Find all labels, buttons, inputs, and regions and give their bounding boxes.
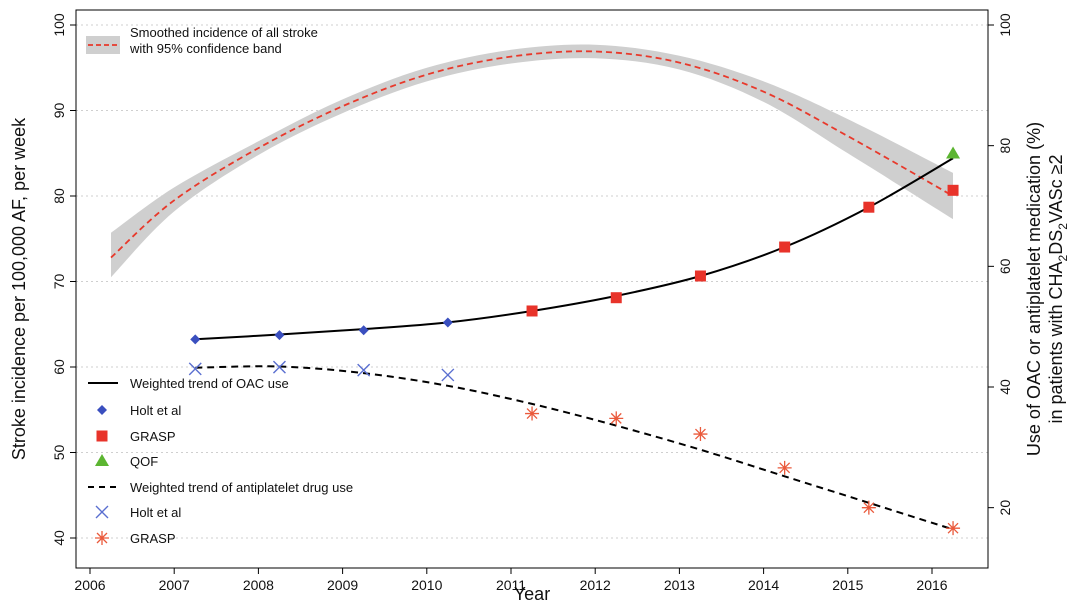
legend-label: GRASP [130, 429, 176, 444]
data-point-square [779, 241, 791, 253]
x-tick-label: 2010 [411, 577, 442, 593]
data-point-asterisk [525, 406, 540, 421]
y-tick-label-left: 100 [51, 13, 67, 37]
series-lines-layer [110, 50, 954, 531]
x-tick-label: 2009 [327, 577, 358, 593]
legend-label: Holt et al [130, 505, 181, 520]
x-tick-label: 2007 [159, 577, 190, 593]
y-tick-label-right: 60 [997, 258, 1013, 274]
smoothed-incidence-line [110, 50, 954, 259]
legend-label: Weighted trend of antiplatelet drug use [130, 480, 353, 495]
y-tick-label-right: 100 [997, 13, 1013, 37]
y-tick-label-left: 40 [51, 530, 67, 546]
data-point-square [610, 292, 622, 304]
y-tick-label-right: 40 [997, 379, 1013, 395]
data-point-asterisk [609, 411, 624, 426]
confidence-band-layer [111, 44, 953, 278]
data-point-diamond [442, 317, 453, 328]
series-markers-layer [188, 146, 961, 536]
x-tick-label: 2013 [664, 577, 695, 593]
y-axis-label-right-part: 2 [1056, 223, 1070, 230]
data-point-x [272, 360, 286, 374]
x-tick-label: 2012 [580, 577, 611, 593]
y-axis-label-right-part: VASc ≥2 [1046, 154, 1066, 223]
x-tick-label: 2006 [74, 577, 105, 593]
y-axis-label-left: Stroke incidence per 100,000 AF, per wee… [9, 117, 29, 460]
data-point-asterisk [777, 460, 792, 475]
axes-layer: 2006 2007 2008 2009 2010 2011 2012 2013 2014 2015… [51, 13, 1013, 593]
y-tick-label-left: 80 [51, 188, 67, 204]
data-point-asterisk [95, 531, 109, 545]
oac-trend-line [195, 157, 954, 341]
data-point-square [96, 430, 108, 442]
gridlines [76, 24, 988, 539]
plot-frame [75, 9, 989, 569]
legend-entry: Weighted trend of antiplatelet drug use [88, 480, 353, 495]
y-tick-label-right: 80 [997, 138, 1013, 154]
x-tick-label: 2014 [748, 577, 779, 593]
data-point-asterisk [861, 500, 876, 515]
x-axis-label: Year [514, 584, 550, 604]
legend-entry: Weighted trend of OAC use [88, 376, 289, 391]
data-point-asterisk [693, 427, 708, 442]
data-point-square [947, 184, 959, 196]
legend-entry: QOF [95, 454, 158, 469]
data-point-x [357, 363, 371, 377]
data-point-square [694, 270, 706, 282]
antiplatelet-trend-line [195, 365, 954, 531]
data-point-triangle [95, 454, 109, 466]
legend-entry: Holt et al [95, 505, 181, 520]
y-axis-label-right-part: DS [1046, 230, 1066, 255]
data-point-asterisk [946, 521, 961, 536]
data-point-x [441, 368, 455, 382]
x-tick-label: 2015 [832, 577, 863, 593]
data-point-triangle [946, 146, 961, 159]
y-axis-label-right-part: in patients with CHA [1046, 261, 1066, 423]
y-axis-label-right-line1: Use of OAC or antiplatelet medication (%… [1024, 122, 1044, 456]
data-point-diamond [274, 330, 285, 341]
legend-smoothed-label-line1: Smoothed incidence of all stroke [130, 25, 318, 40]
data-point-diamond [358, 325, 369, 336]
y-tick-label-left: 60 [51, 359, 67, 375]
x-tick-label: 2011 [496, 577, 526, 593]
x-tick-label: 2016 [916, 577, 947, 593]
data-point-diamond [97, 405, 107, 415]
legend-band-swatch [86, 36, 120, 54]
legend-bottom: Weighted trend of OAC use Holt et al GRASP… [88, 376, 353, 546]
confidence-band [111, 44, 953, 278]
y-tick-label-right: 20 [997, 500, 1013, 516]
legend-entry: GRASP [96, 429, 176, 444]
data-point-diamond [190, 334, 201, 345]
legend-label: Holt et al [130, 403, 181, 418]
legend-label: Weighted trend of OAC use [130, 376, 289, 391]
y-tick-label-left: 50 [51, 445, 67, 461]
y-axis-label-right-line2: in patients with CHA2DS2VASc ≥2 [1046, 154, 1070, 423]
data-point-x [188, 362, 202, 376]
legend-smoothed-label-line2: with 95% confidence band [129, 41, 282, 56]
legend-top: Smoothed incidence of all stroke with 95… [86, 25, 318, 56]
x-tick-label: 2008 [243, 577, 274, 593]
y-axis-label-right-part: 2 [1056, 254, 1070, 261]
data-point-square [526, 305, 538, 317]
y-tick-label-left: 70 [51, 274, 67, 290]
legend-entry: Holt et al [97, 403, 181, 418]
legend-entry: GRASP [95, 531, 176, 546]
y-tick-label-left: 90 [51, 103, 67, 119]
legend-label: QOF [130, 454, 158, 469]
data-point-square [863, 201, 875, 213]
legend-label: GRASP [130, 531, 176, 546]
data-point-x [95, 505, 109, 519]
